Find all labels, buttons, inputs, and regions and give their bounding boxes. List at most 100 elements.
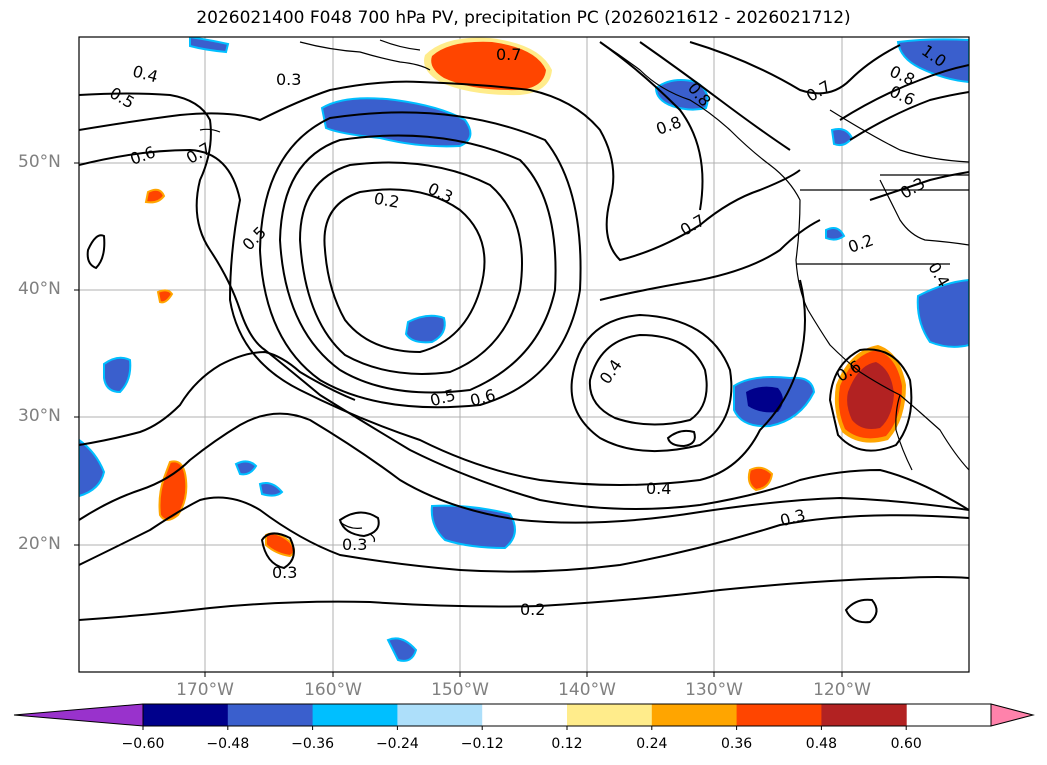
contour-label: 0.4: [131, 61, 161, 86]
precip-negative-alaska: [654, 79, 709, 111]
precip-negative-central: [404, 314, 446, 344]
contour-label: 0.4: [596, 356, 626, 388]
colorbar-extend-high: [990, 703, 1035, 727]
pv-contour-0.5-loop-east: [570, 313, 733, 453]
colorbar-bin: [143, 704, 229, 726]
lat-label-30n: 30°N: [18, 406, 61, 426]
precip-positive-small3: [747, 466, 774, 492]
pv-contour-ak-2: [639, 41, 791, 151]
colorbar-tick-label: 0.48: [805, 736, 837, 752]
contour-label: 0.3: [778, 505, 808, 530]
precip-negative-small5: [825, 227, 846, 241]
pv-contour-0.5-west: [79, 92, 969, 511]
colorbar-bin: [651, 704, 738, 726]
lon-label-130w: 130°W: [685, 680, 743, 700]
contour-label: 0.5: [239, 223, 270, 254]
colorbar-bin: [312, 704, 398, 726]
contour-label: 0.8: [654, 112, 684, 139]
pv-contour-0.3-south: [79, 496, 969, 573]
colorbar-tick-label: 0.60: [890, 736, 922, 752]
precip-positive-small2: [156, 289, 174, 304]
contour-label: 0.7: [496, 45, 521, 64]
pv-contour-small-3: [86, 234, 106, 270]
pv-contour-ak-3: [689, 41, 901, 95]
colorbar-bin: [736, 704, 822, 726]
precip-positive-california-core: [847, 362, 894, 429]
colorbar-tick-label: 0.12: [551, 736, 583, 752]
pv-contour-0.2-south: [79, 576, 969, 621]
contour-label: 0.7: [803, 76, 835, 105]
pv-contour-small-5: [260, 532, 295, 570]
contour-label: 0.3: [342, 535, 367, 554]
colorbar-tick-label: −0.36: [291, 736, 335, 752]
precip-negative-small1: [234, 460, 258, 476]
pv-contour-0.3-north: [298, 161, 523, 375]
lon-label-160w: 160°W: [304, 680, 362, 700]
contour-label: 0.5: [106, 83, 138, 112]
gridlines: [79, 37, 969, 672]
lat-label-20n: 20°N: [18, 534, 61, 554]
contour-label: 0.2: [372, 189, 400, 212]
colorbar-bin: [821, 704, 907, 726]
lat-label-40n: 40°N: [18, 279, 61, 299]
colorbar-tick-label: −0.48: [206, 736, 250, 752]
precip-negative-small4: [830, 128, 854, 147]
contour-label: 0.6: [887, 82, 918, 110]
colorbar-bin: [567, 704, 653, 726]
pv-contour-ak-1: [599, 41, 704, 211]
pv-contour-0.7: [79, 80, 801, 262]
precipitation-shading: [79, 37, 969, 662]
colorbar-tick-label: −0.60: [121, 736, 165, 752]
precip-positive-dateline: [158, 460, 188, 521]
colorbar: [13, 703, 1035, 730]
pv-contour-0.2-north: [323, 188, 486, 354]
pv-contours: [79, 41, 969, 624]
axis-ticks: [74, 162, 843, 677]
precip-negative-small2: [258, 482, 284, 497]
pv-contour-small-1: [666, 429, 696, 448]
map-title: 2026021400 F048 700 hPa PV, precipitatio…: [196, 8, 851, 28]
pv-contour-ne-0.8: [839, 64, 969, 121]
contour-label: 0.3: [272, 563, 297, 582]
map-frame: [78, 36, 970, 673]
precip-negative-ne-corner: [896, 38, 969, 84]
contour-labels: 0.7 0.4 0.3 0.5 0.6 0.7 0.2 0.3 0.5 0.6 …: [106, 41, 953, 619]
precip-negative-subtropical-core: [746, 386, 783, 413]
lon-label-150w: 150°W: [431, 680, 489, 700]
pv-contour-small-4: [338, 511, 380, 538]
pv-contour-trough: [599, 219, 821, 301]
pv-contour-0.5-north: [258, 111, 582, 409]
precip-negative-hawaii-ne: [430, 504, 516, 550]
lon-label-120w: 120°W: [813, 680, 871, 700]
contour-label: 0.3: [897, 173, 929, 202]
colorbar-tick-label: 0.36: [721, 736, 753, 752]
contour-label: 0.2: [846, 230, 876, 257]
pv-contour-0.6: [79, 148, 806, 486]
precip-positive-small1: [144, 188, 166, 204]
pv-contour-0.4-north: [278, 134, 557, 394]
pv-contour-0.4-south: [79, 412, 969, 524]
precip-negative-west: [103, 356, 132, 394]
pv-contour-small-2: [844, 598, 878, 624]
precip-negative-small6: [189, 37, 230, 54]
pv-contour-0.4-loop-east: [588, 333, 708, 426]
colorbar-extend-low: [13, 703, 144, 727]
colorbar-tick-label: −0.12: [460, 736, 504, 752]
precip-negative-small3: [386, 637, 418, 662]
contour-label: 0.2: [520, 600, 545, 619]
lat-label-50n: 50°N: [18, 152, 61, 172]
contour-label: 0.4: [646, 479, 671, 498]
colorbar-bin: [397, 704, 483, 726]
contour-label: 0.6: [128, 142, 158, 169]
pv-contour-cal: [828, 348, 913, 452]
lon-label-170w: 170°W: [176, 680, 234, 700]
precip-negative-sierra: [916, 278, 969, 348]
lon-label-140w: 140°W: [558, 680, 616, 700]
colorbar-tick-label: −0.24: [375, 736, 419, 752]
colorbar-tick-label: 0.24: [636, 736, 668, 752]
precip-negative-west-edge: [79, 438, 106, 498]
contour-label: 0.3: [425, 179, 456, 207]
colorbar-bin: [482, 704, 568, 726]
precip-positive-north-core: [431, 41, 546, 91]
